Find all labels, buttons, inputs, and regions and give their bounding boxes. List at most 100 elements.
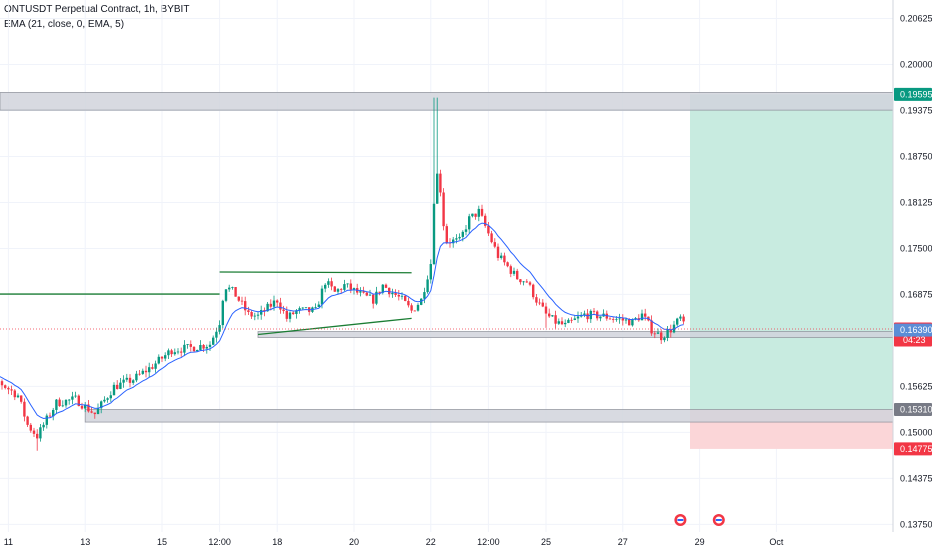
candle-body xyxy=(266,303,269,312)
candle-body xyxy=(93,412,96,415)
candle-body xyxy=(74,395,77,397)
candle-body xyxy=(608,318,612,320)
candle-body xyxy=(599,316,602,319)
candle-body xyxy=(263,310,266,312)
candle-body xyxy=(407,300,410,306)
candle-body xyxy=(141,370,144,374)
candle-body xyxy=(400,295,404,297)
x-tick-label: 18 xyxy=(272,537,282,547)
candle-body xyxy=(288,312,292,319)
support-price-tag: 0.16390 xyxy=(900,325,932,335)
x-tick-label: 12:00 xyxy=(208,537,231,547)
candle-body xyxy=(567,319,570,323)
candle-body xyxy=(151,367,154,369)
candle-body xyxy=(359,291,362,293)
price-axis: 0.20625 0.20000 0.19375 0.18750 0.18125 0.175… xyxy=(900,14,932,530)
candle-body xyxy=(87,404,90,412)
candle-body xyxy=(144,370,148,373)
x-tick-label: Oct xyxy=(769,537,784,547)
candle-body xyxy=(317,304,320,308)
candle-body xyxy=(20,395,23,402)
candle-body xyxy=(122,379,125,383)
y-tick-label: 0.20625 xyxy=(900,14,932,24)
candle-body xyxy=(119,382,122,389)
x-tick-label: 15 xyxy=(157,537,167,547)
candle-body xyxy=(205,346,208,349)
candle-body xyxy=(221,300,224,326)
candle-body xyxy=(420,298,423,305)
candle-body xyxy=(544,306,548,314)
candle-body xyxy=(61,405,64,407)
candle-body xyxy=(32,430,36,434)
candle-body xyxy=(573,318,576,320)
candle-body xyxy=(484,215,487,226)
candle-body xyxy=(77,395,80,407)
candle-body xyxy=(404,295,407,301)
candle-body xyxy=(68,399,71,401)
candle-body xyxy=(388,287,391,295)
candle-body xyxy=(279,302,282,310)
candle-body xyxy=(215,331,218,338)
candle-body xyxy=(218,325,221,332)
profit-zone xyxy=(690,94,893,410)
candle-body xyxy=(135,373,138,381)
candle-body xyxy=(42,424,45,428)
candle-body xyxy=(301,307,304,309)
candle-body xyxy=(468,216,471,230)
candle-body xyxy=(173,352,176,355)
candle-body xyxy=(128,377,132,383)
candle-body xyxy=(154,363,157,369)
candle-body xyxy=(583,313,586,315)
candle-body xyxy=(653,333,656,335)
candle-body xyxy=(109,395,112,399)
candle-body xyxy=(375,291,378,304)
candle-body xyxy=(496,246,500,258)
candle-body xyxy=(324,284,327,289)
candle-body xyxy=(180,351,183,353)
candle-body xyxy=(343,284,346,290)
candle-body xyxy=(500,255,503,258)
candle-body xyxy=(423,292,426,299)
candle-body xyxy=(676,318,679,325)
candle-body xyxy=(212,337,215,345)
candle-body xyxy=(663,337,666,341)
candle-body xyxy=(439,173,442,193)
candle-body xyxy=(669,329,672,333)
candle-body xyxy=(631,319,634,326)
x-tick-label: 11 xyxy=(4,537,13,547)
entry-price-tag: 0.15310 xyxy=(900,405,932,415)
candle-body xyxy=(541,302,544,307)
candle-body xyxy=(247,310,250,313)
candle-body xyxy=(362,291,365,293)
candle-body xyxy=(84,404,87,409)
candle-body xyxy=(272,300,276,307)
candle-body xyxy=(160,356,164,359)
candle-body xyxy=(548,313,551,317)
time-axis: 11 13 15 12:00 18 20 22 12:00 25 27 29 Oct xyxy=(4,537,784,547)
candle-body xyxy=(525,281,528,283)
candle-body xyxy=(36,433,39,439)
candle-body xyxy=(256,314,260,316)
x-tick-label: 20 xyxy=(349,537,359,547)
candle-body xyxy=(298,308,301,311)
trendline-lower-rising xyxy=(257,317,412,336)
y-tick-label: 0.17500 xyxy=(900,243,932,253)
candle-body xyxy=(58,399,61,407)
candle-body xyxy=(276,300,279,303)
candle-body xyxy=(429,264,432,280)
candle-body xyxy=(45,415,48,425)
candle-body xyxy=(522,281,525,283)
candle-body xyxy=(656,332,660,334)
candle-body xyxy=(666,329,669,338)
candle-body xyxy=(192,346,196,352)
candle-body xyxy=(346,283,349,285)
candle-body xyxy=(52,409,55,417)
zone-resistance xyxy=(0,92,894,111)
ema-line xyxy=(0,222,684,420)
candle-body xyxy=(327,281,330,285)
y-tick-label: 0.20000 xyxy=(900,60,932,70)
event-flag-icon xyxy=(674,514,687,526)
candle-body xyxy=(551,315,554,317)
x-tick-label: 29 xyxy=(695,537,705,547)
